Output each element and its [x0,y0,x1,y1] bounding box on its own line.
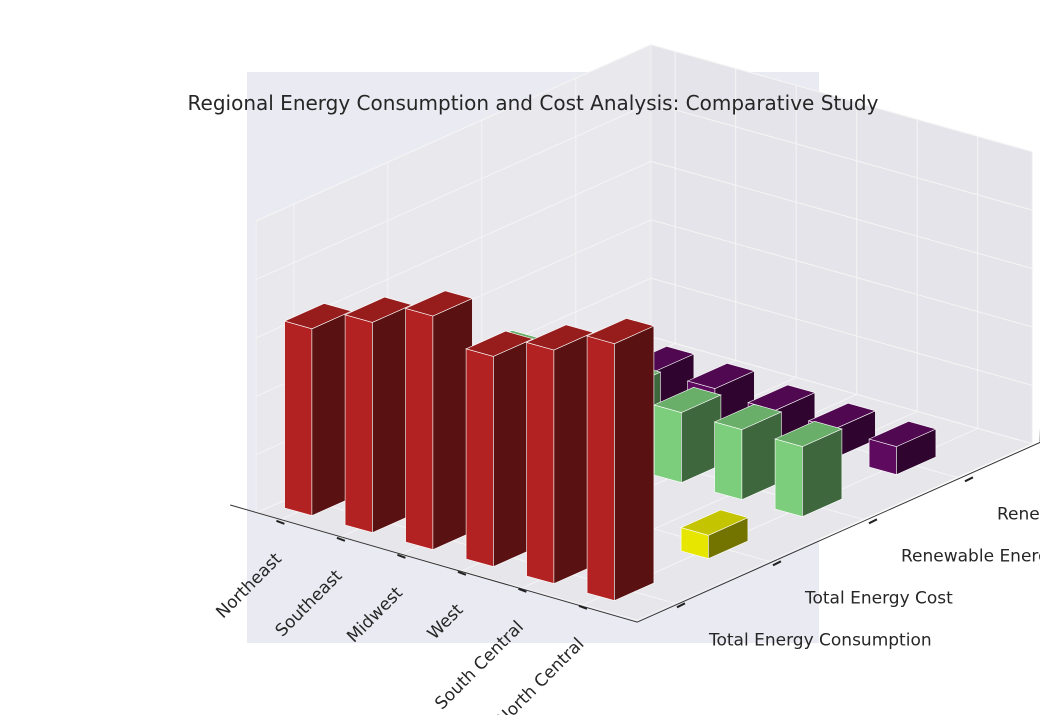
bar-top-face [774,420,843,447]
axes [230,427,1040,623]
bars [283,290,937,602]
bar-top-face [686,362,756,389]
bar-front-face [774,438,803,517]
y-axis-line [637,441,1040,623]
bar-front-face [714,421,743,500]
x-tick [578,604,588,610]
bar-top-face [283,303,353,330]
bar-southeast-total-energy-consumption [344,296,413,534]
x-tick [336,536,346,542]
x-axis-line [230,504,638,623]
bar-top-face [680,509,749,536]
y-tick [772,560,782,567]
bar-front-face [344,314,373,533]
y-tick-label: Total Energy Consumption [708,630,932,650]
bar-front-face [405,308,434,550]
bar-west-renewable-energy-consumption [653,386,722,484]
chart-title: Regional Energy Consumption and Cost Ana… [188,91,879,115]
y-tick [676,602,686,609]
x-tick [276,519,285,525]
x-tick [457,570,467,576]
bar-side-face [614,325,655,602]
bar-front-face [526,342,555,584]
bar-south-central-renewable-energy-consumption [713,403,783,501]
y-tick [964,476,974,483]
bar-top-face [344,296,413,323]
bar-front-face [653,404,682,483]
x-tick [518,587,527,593]
bar-front-face [465,348,494,567]
bar-north-central-renewable-energy-consumption [774,420,843,518]
y-tick [868,518,878,525]
bar-front-face [284,320,313,516]
bar-north-central-total-energy-cost [680,509,749,560]
bar-midwest-total-energy-consumption [404,290,474,551]
bar-north-central-renewable-energy-cost [868,420,937,476]
y-tick-label: Renewable Energy Consumption [901,546,1040,566]
y-tick-label: Renewable Energy Cost [997,504,1040,524]
x-tick [397,553,406,559]
bar-top-face [653,386,722,413]
bar-top-face [465,330,534,357]
bar-north-central-total-energy-consumption [586,318,655,602]
bar-front-face [586,335,615,601]
bar-south-central-total-energy-consumption [525,324,595,585]
bar-west-total-energy-consumption [465,330,534,568]
bar-top-face [586,318,655,345]
bar-northeast-total-energy-consumption [283,303,353,517]
y-tick-label: Total Energy Cost [804,588,953,608]
bar-top-face [525,324,595,351]
bar-top-face [404,290,474,317]
bar-top-face [868,420,937,447]
bar-top-face [713,403,783,430]
